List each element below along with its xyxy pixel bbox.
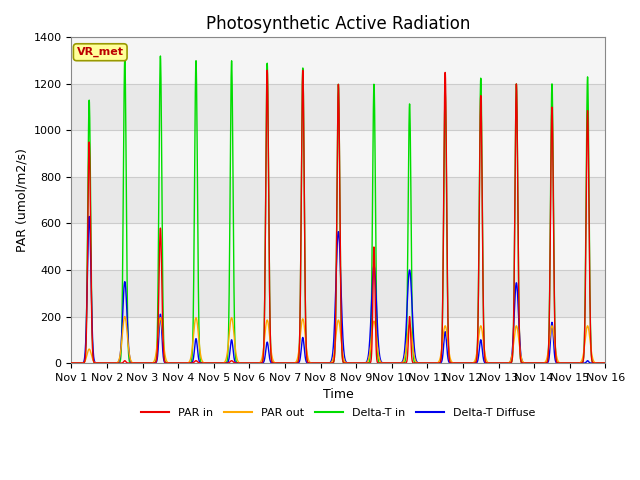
Bar — [72, 316, 605, 363]
Bar — [72, 177, 605, 224]
Bar — [72, 131, 605, 177]
Legend: PAR in, PAR out, Delta-T in, Delta-T Diffuse: PAR in, PAR out, Delta-T in, Delta-T Dif… — [137, 404, 540, 422]
Text: VR_met: VR_met — [77, 47, 124, 58]
Bar — [72, 270, 605, 316]
Bar — [72, 84, 605, 131]
X-axis label: Time: Time — [323, 388, 354, 401]
Bar — [72, 37, 605, 84]
Bar — [72, 224, 605, 270]
Title: Photosynthetic Active Radiation: Photosynthetic Active Radiation — [206, 15, 470, 33]
Y-axis label: PAR (umol/m2/s): PAR (umol/m2/s) — [15, 148, 28, 252]
